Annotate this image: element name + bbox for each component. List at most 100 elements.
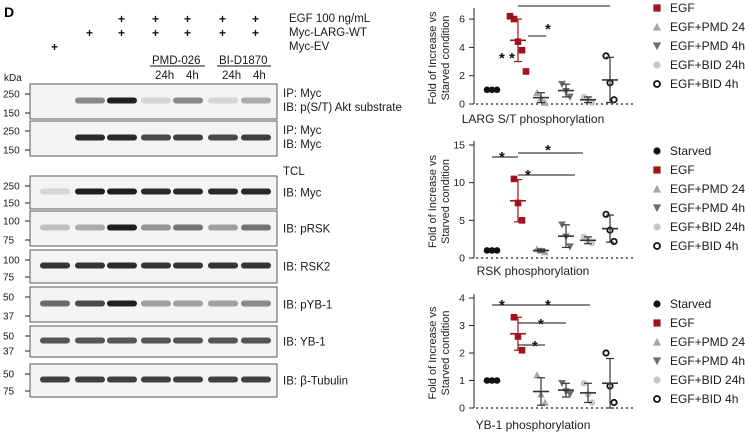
blot-band-lane-3 xyxy=(107,188,137,195)
group-egf xyxy=(506,12,530,75)
legend-marker xyxy=(653,4,661,12)
blot-band-lane-3 xyxy=(107,376,137,383)
group-egf-bid-24h xyxy=(580,233,596,247)
marker-label: 150 xyxy=(3,146,20,157)
data-point xyxy=(610,237,618,246)
egf-mark-lane-3: + xyxy=(118,12,125,26)
data-point xyxy=(518,46,526,54)
blot-label: IB: RSK2 xyxy=(283,262,330,274)
legend-label: EGF xyxy=(670,163,695,177)
blot-band-lane-4 xyxy=(141,262,171,269)
blot-band-lane-6 xyxy=(208,188,238,195)
blot-band-lane-7 xyxy=(241,134,271,141)
legend-label: EGF+BID 4h xyxy=(670,239,738,253)
legend-label: EGF+PMD 24h xyxy=(670,335,745,349)
blot-band-lane-7 xyxy=(241,300,271,307)
blot-band-lane-2 xyxy=(75,337,105,344)
blot-7: 50 37 IB: YB-1 xyxy=(3,325,326,358)
y-tick-label: 4 xyxy=(459,293,465,305)
legend-item: EGF+PMD 24h xyxy=(652,182,745,196)
blot-band-lane-3 xyxy=(107,337,137,344)
data-point xyxy=(493,86,501,94)
blot-band-lane-2 xyxy=(75,224,105,231)
blot-band-lane-1 xyxy=(40,300,70,307)
significance-star: * xyxy=(545,21,551,38)
blot-2: 250 150 IP: Myc IB: Myc xyxy=(3,120,322,157)
blot-band-lane-5 xyxy=(173,97,203,104)
marker-label: 150 xyxy=(3,199,20,210)
scatter-charts: 0 2 4 6 Fold of Increase vsStarved condition… xyxy=(427,1,745,432)
legend-item: Starved xyxy=(653,144,711,158)
blot-band-lane-3 xyxy=(107,300,137,307)
blot-label: IB: YB-1 xyxy=(283,337,326,349)
blot-band-lane-1 xyxy=(40,188,70,195)
blot-band-lane-6 xyxy=(208,300,238,307)
blot-6: 50 37 IB: pYB-1 xyxy=(3,286,332,323)
legend-item: EGF+BID 24h xyxy=(653,373,745,387)
data-point xyxy=(522,68,530,75)
group-egf-pmd-4h xyxy=(558,80,574,101)
significance-star: * xyxy=(538,316,544,333)
significance-star: * xyxy=(499,297,505,314)
condition-marks: + + + + ++ + + + + ++ xyxy=(51,12,259,54)
chart-3: 0 1 2 3 4 Fold of Increase vsStarved conditio… xyxy=(427,293,636,432)
legend-marker xyxy=(652,357,662,366)
significance-star: * xyxy=(525,167,531,184)
blot-band-lane-2 xyxy=(75,262,105,269)
legend-marker xyxy=(653,242,661,250)
blot-band-lane-6 xyxy=(208,224,238,231)
time-pmd-4h: 4h xyxy=(186,70,199,82)
marker-label: 150 xyxy=(3,109,20,120)
blot-band-lane-5 xyxy=(173,300,203,307)
legend-marker xyxy=(653,300,661,308)
blot-band-lane-2 xyxy=(75,134,105,141)
drug-group-bid: BI-D1870 xyxy=(219,55,268,67)
group-egf-bid-4h xyxy=(602,349,618,409)
blot-band-lane-2 xyxy=(75,97,105,104)
y-tick-label: 1 xyxy=(459,375,465,387)
data-point xyxy=(488,377,496,384)
blot-5: 100 75 IB: RSK2 xyxy=(3,249,330,284)
y-tick-label: 2 xyxy=(459,348,465,360)
data-point xyxy=(493,377,501,384)
blot-label: IB: Myc xyxy=(283,139,322,151)
legend-marker xyxy=(652,184,662,193)
blot-band-lane-2 xyxy=(75,188,105,195)
marker-label: 75 xyxy=(3,273,15,284)
blot-band-lane-3 xyxy=(107,262,137,269)
y-tick-label: 3 xyxy=(459,320,465,332)
marker-label: 250 xyxy=(3,127,20,138)
blot-band-lane-6 xyxy=(208,134,238,141)
legend-label: EGF xyxy=(670,316,695,330)
group-starved xyxy=(483,377,501,384)
legend-1: EGF EGF+PMD 24h EGF+PMD 4h EGF+BID 24h EGF+B… xyxy=(652,1,745,91)
blot-3: 250 150 IB: Myc xyxy=(3,175,322,210)
legend-marker xyxy=(653,147,661,155)
y-tick-label: 0 xyxy=(459,403,465,415)
data-point xyxy=(602,349,610,357)
group-egf-bid-24h xyxy=(580,379,596,406)
panel-letter: D xyxy=(4,4,14,20)
chart-title: YB-1 phosphorylation xyxy=(476,418,591,432)
larg-condition-label: Myc-LARG-WT xyxy=(289,27,367,39)
legend-item: EGF xyxy=(653,1,695,15)
legend-marker xyxy=(653,223,661,231)
group-egf-pmd-4h xyxy=(558,221,574,251)
larg-mark-lane-6: + xyxy=(219,26,226,40)
legend-item: EGF+PMD 24h xyxy=(652,20,745,34)
blot-band-lane-4 xyxy=(141,376,171,383)
group-egf xyxy=(510,175,526,224)
blot-band-lane-7 xyxy=(241,262,271,269)
larg-mark-lane-7: + xyxy=(252,26,259,40)
blot-band-lane-5 xyxy=(173,262,203,269)
marker-label: 250 xyxy=(3,90,20,101)
data-point xyxy=(518,217,526,224)
marker-label: 75 xyxy=(3,236,15,247)
blot-band-lane-6 xyxy=(208,337,238,344)
data-point xyxy=(488,247,496,254)
legend-marker xyxy=(652,204,662,213)
blot-band-lane-1 xyxy=(40,376,70,383)
legend-label: EGF+BID 4h xyxy=(670,77,738,91)
legend-item: EGF+BID 24h xyxy=(653,58,745,72)
